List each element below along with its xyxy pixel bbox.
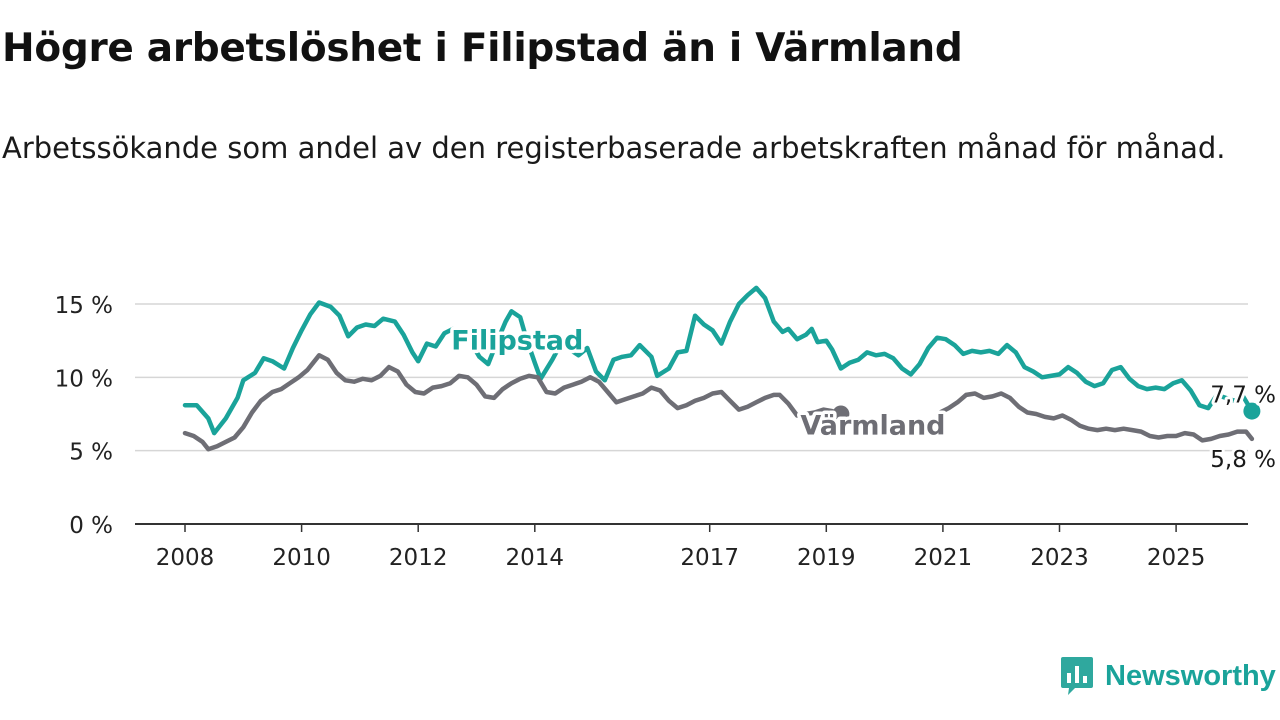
x-tick-label: 2023 <box>1030 545 1089 571</box>
series-label-varmland: Värmland <box>800 411 945 442</box>
x-tick-label: 2008 <box>156 545 215 571</box>
x-tick-label: 2014 <box>506 545 565 571</box>
end-label-filipstad: 7,7 % <box>1210 382 1276 408</box>
series-line-2 <box>937 391 1255 443</box>
series-line-filipstad <box>182 285 1255 436</box>
y-tick-label: 10 % <box>55 366 113 392</box>
chart-subtitle: Arbetssökande som andel av den registerb… <box>2 131 1226 165</box>
series-lines <box>182 285 1261 452</box>
end-point <box>1243 402 1261 420</box>
y-tick-label: 15 % <box>55 293 113 319</box>
end-point <box>832 405 850 423</box>
x-tick-label: 2017 <box>680 545 739 571</box>
newsworthy-logo-icon <box>1061 657 1093 695</box>
x-tick-label: 2025 <box>1147 545 1206 571</box>
y-tick-label: 5 % <box>69 440 113 466</box>
chart-title: Högre arbetslöshet i Filipstad än i Värm… <box>2 26 963 71</box>
brand-name: Newsworthy <box>1105 659 1276 692</box>
x-tick-label: 2010 <box>272 545 331 571</box>
end-label-varmland: 5,8 % <box>1210 447 1276 473</box>
series-label-filipstad: Filipstad <box>451 326 583 357</box>
x-tick-label: 2012 <box>389 545 448 571</box>
annotations: Filipstad Värmland 7,7 % 5,8 % <box>448 322 1279 476</box>
series-line-v-rmland <box>182 353 844 452</box>
x-tick-label: 2021 <box>914 545 973 571</box>
brand-logo[interactable]: Newsworthy <box>1059 655 1276 697</box>
x-axis: 2008 2010 2012 2014 2017 2019 2021 2023 2025 <box>135 523 1248 571</box>
y-axis-ticks: 0 % 5 % 10 % 15 % <box>55 293 113 539</box>
x-tick-label: 2019 <box>797 545 856 571</box>
y-tick-label: 0 % <box>69 513 113 539</box>
